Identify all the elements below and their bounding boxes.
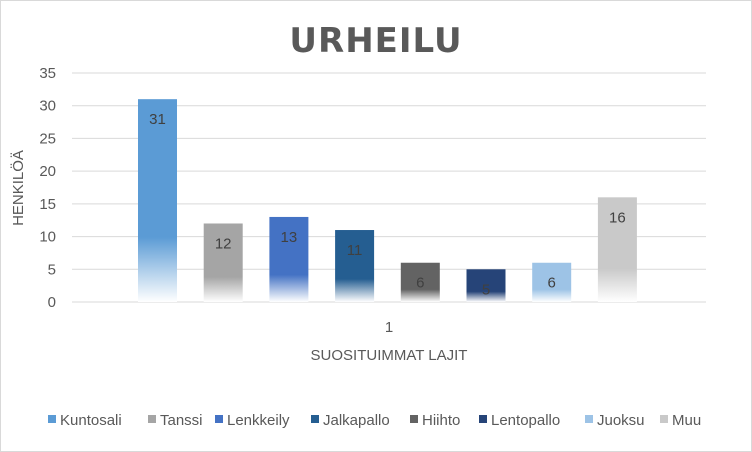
chart-title: URHEILU <box>289 21 462 61</box>
bar-kuntosali <box>138 99 177 303</box>
legend-label: Hiihto <box>422 412 460 429</box>
legend-swatch <box>410 415 418 423</box>
legend-swatch <box>660 415 668 423</box>
legend-swatch <box>311 415 319 423</box>
y-tick-label: 10 <box>39 229 56 246</box>
legend-label: Kuntosali <box>60 412 122 429</box>
legend-swatch <box>585 415 593 423</box>
legend-label: Tanssi <box>160 412 203 429</box>
data-label: 11 <box>347 242 363 259</box>
legend-label: Muu <box>672 412 701 429</box>
x-axis-title: SUOSITUIMMAT LAJIT <box>311 347 468 364</box>
legend-label: Juoksu <box>597 412 645 429</box>
bar-muu <box>597 197 637 302</box>
y-tick-label: 15 <box>39 196 56 213</box>
data-label: 12 <box>215 235 232 252</box>
x-tick-label: 1 <box>385 319 393 336</box>
legend-swatch <box>148 415 156 423</box>
bar-hiihto <box>400 262 440 302</box>
bar-lenkkeily <box>269 216 309 302</box>
y-tick-label: 20 <box>39 163 56 180</box>
bar-lentopallo <box>466 269 506 302</box>
y-tick-label: 30 <box>39 98 56 115</box>
legend-label: Jalkapallo <box>323 412 390 429</box>
data-label: 16 <box>609 209 626 226</box>
y-tick-label: 5 <box>48 261 56 278</box>
data-label: 31 <box>149 111 166 128</box>
y-tick-label: 25 <box>39 130 56 147</box>
data-label: 5 <box>482 281 490 298</box>
data-label: 13 <box>281 229 298 246</box>
data-label: 6 <box>416 275 424 292</box>
bar-jalkapallo <box>335 230 375 302</box>
data-label: 6 <box>548 275 556 292</box>
legend-label: Lenkkeily <box>227 412 290 429</box>
y-axis-title: HENKILÖÄ <box>9 150 27 226</box>
bar-tanssi <box>203 223 243 302</box>
legend-swatch <box>48 415 56 423</box>
y-tick-label: 35 <box>39 65 56 82</box>
bar-juoksu <box>532 262 572 302</box>
legend-swatch <box>479 415 487 423</box>
y-tick-label: 0 <box>48 294 56 311</box>
legend-swatch <box>215 415 223 423</box>
legend-label: Lentopallo <box>491 412 560 429</box>
